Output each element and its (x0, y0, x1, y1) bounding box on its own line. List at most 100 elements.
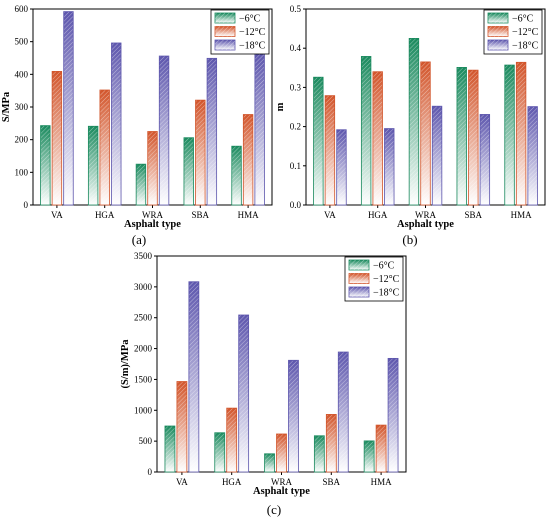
x-tick-label: SBA (323, 477, 341, 487)
bar (324, 95, 336, 206)
bar (387, 357, 399, 473)
bar-hatch (214, 432, 226, 473)
x-tick-label: SBA (192, 210, 210, 220)
x-tick-label: SBA (465, 210, 483, 220)
legend: −6°C −12°C −18°C (483, 9, 543, 55)
legend-swatch-hatch (215, 13, 235, 23)
bar-hatch (468, 69, 479, 206)
bar-hatch (325, 414, 337, 473)
bar-hatch (360, 56, 372, 206)
y-tick-label: 300 (15, 102, 29, 112)
x-tick-label: HGA (368, 210, 388, 220)
bar-hatch (158, 55, 170, 206)
bar (63, 11, 74, 206)
legend-label: −12°C (373, 274, 400, 285)
bar-hatch (336, 129, 347, 206)
y-tick-label: 2500 (134, 313, 153, 323)
bar (288, 359, 299, 473)
bar-hatch (164, 425, 176, 473)
bar-hatch (135, 163, 147, 206)
legend-label: −12°C (239, 27, 266, 38)
x-axis-title: Asphalt type (253, 486, 310, 497)
bar-hatch (176, 381, 188, 473)
y-tick-label: 0.1 (290, 161, 301, 171)
bar-hatch (387, 357, 399, 473)
bar-hatch (111, 42, 122, 206)
bar (195, 99, 206, 206)
bar-hatch (188, 281, 200, 473)
bar (147, 131, 158, 206)
bar (468, 69, 479, 206)
x-tick-label: WRA (271, 477, 292, 487)
x-tick-label: VA (51, 210, 63, 220)
bar (336, 129, 347, 206)
y-tick-label: 3500 (134, 251, 153, 261)
bar (313, 76, 324, 206)
panel-label: (c) (267, 502, 281, 517)
panel-label: (a) (132, 232, 146, 247)
x-tick-label: HGA (95, 210, 115, 220)
bar (420, 61, 431, 206)
bar-hatch (408, 38, 420, 206)
bar-hatch (384, 128, 395, 206)
bar-hatch (504, 64, 515, 206)
bar (231, 145, 242, 206)
bar-hatch (99, 89, 110, 206)
y-axis-title: S/MPa (1, 91, 12, 122)
bar-hatch (372, 71, 383, 206)
chart-panel-b: 0.0 0.1 0.2 0.3 0.4 0.5 VA HGA WRA SBA HMA Asphalt … (275, 4, 546, 247)
y-tick-label: 0.3 (290, 82, 302, 92)
legend-swatch-hatch (215, 26, 235, 37)
y-tick-label: 0.0 (290, 200, 302, 210)
bar (206, 57, 218, 206)
y-tick-label: 100 (15, 167, 29, 177)
bar-hatch (40, 125, 51, 206)
legend-swatch-hatch (488, 26, 508, 37)
bar-hatch (515, 61, 527, 206)
legend-label: −6°C (512, 14, 534, 25)
bar (158, 55, 170, 206)
legend-label: −18°C (373, 288, 400, 299)
panel-label: (b) (402, 232, 417, 247)
bar-hatch (147, 131, 158, 206)
legend-label: −6°C (373, 261, 395, 272)
legend-label: −12°C (512, 27, 539, 38)
bar-hatch (479, 114, 491, 206)
y-tick-label: 500 (139, 436, 153, 446)
bar (527, 106, 538, 206)
y-tick-label: 0.4 (290, 43, 302, 53)
y-axis-title: (S/m)/MPa (120, 339, 131, 389)
bar-hatch (206, 57, 218, 206)
legend-label: −18°C (512, 41, 539, 52)
bar (384, 128, 395, 206)
bar (456, 67, 467, 206)
legend-swatch-hatch (349, 273, 369, 284)
legend-swatch-hatch (488, 13, 508, 23)
legend: −6°C −12°C −18°C (344, 256, 404, 302)
bar-hatch (226, 407, 238, 473)
y-tick-label: 500 (15, 37, 29, 47)
bar-hatch (195, 99, 206, 206)
x-tick-label: WRA (142, 210, 163, 220)
x-axis-title: Asphalt type (124, 219, 181, 230)
x-tick-label: WRA (415, 210, 436, 220)
legend-swatch-hatch (349, 260, 369, 270)
y-tick-label: 200 (15, 135, 29, 145)
bar-hatch (63, 11, 74, 206)
legend-swatch-hatch (488, 40, 508, 50)
bar (363, 440, 375, 473)
bar (313, 435, 325, 473)
x-tick-label: HMA (371, 477, 393, 487)
bar (276, 433, 287, 473)
bar (479, 114, 491, 206)
bar (242, 114, 254, 206)
bar (431, 105, 443, 206)
bar (264, 453, 275, 473)
bar-hatch (264, 453, 275, 473)
y-axis-title: m (275, 102, 286, 111)
bar (40, 125, 51, 206)
bar-hatch (337, 351, 349, 473)
bar (51, 70, 63, 206)
bar (408, 38, 420, 206)
bar (111, 42, 122, 206)
